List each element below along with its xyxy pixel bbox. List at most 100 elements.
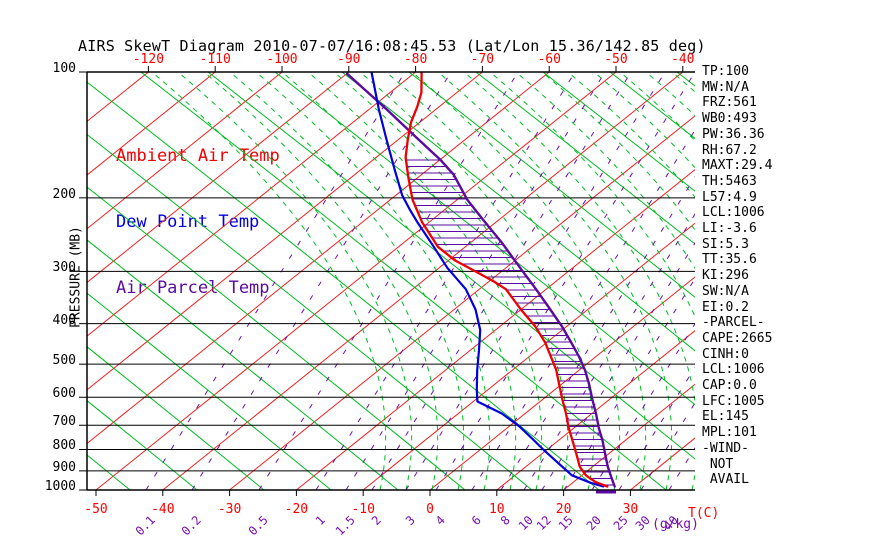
stat-line: KI:296 — [702, 268, 749, 284]
isotherm-line — [496, 330, 695, 490]
moist-adiabat-grid — [151, 72, 695, 490]
stat-line: LI:-3.6 — [702, 221, 757, 237]
legend-item-ambient-air-temp: Ambient Air Temp — [116, 146, 280, 166]
mixing-ratio-line — [640, 401, 695, 490]
stat-line: TT:35.6 — [702, 252, 757, 268]
pressure-tick-label: 1000 — [44, 479, 76, 494]
dry-adiabat-line — [87, 81, 600, 490]
mixing-ratio-line — [618, 366, 695, 490]
isotherm-line — [87, 72, 216, 176]
top-temp-label: -110 — [199, 52, 231, 67]
grid-layer — [0, 72, 695, 490]
pressure-tick-label: 400 — [52, 312, 76, 328]
stat-line: NOT — [702, 456, 734, 472]
stat-line: -WIND- — [702, 440, 749, 456]
isotherm-line — [162, 72, 684, 490]
dry-adiabat-line — [87, 292, 332, 490]
dry-adiabat-line — [87, 186, 466, 490]
dry-adiabat-line — [408, 72, 695, 298]
bottom-temp-label: -50 — [84, 502, 108, 517]
moist-adiabat-line — [203, 72, 439, 490]
stat-line: SI:5.3 — [702, 236, 749, 252]
bottom-temp-label: 10 — [488, 502, 505, 517]
stat-line: EI:0.2 — [702, 299, 749, 315]
top-temp-label: -90 — [337, 52, 361, 67]
top-temp-label: -40 — [671, 52, 695, 67]
dry-adiabat-line — [341, 72, 695, 352]
mixratio-unit-label: (g/kg) — [652, 517, 699, 532]
temp-unit-label: T(C) — [688, 506, 720, 521]
moist-adiabat-line — [151, 72, 387, 490]
stats-panel: TP:100 MW:N/A FRZ:561 WB0:493 PW:36.36 RH:67.… — [702, 64, 772, 488]
stat-line: LCL:1006 — [702, 362, 765, 378]
mixing-ratio-grid — [145, 72, 695, 490]
mixing-ratio-line — [371, 72, 632, 490]
bottom-temp-label: -10 — [351, 502, 375, 517]
mixing-ratio-line — [405, 72, 666, 490]
pressure-tick-label: 700 — [52, 414, 76, 430]
mixing-ratio-line — [591, 322, 695, 490]
stat-line: CINH:0 — [702, 346, 749, 362]
cape-hatch — [406, 159, 615, 486]
isotherm-line — [296, 168, 695, 490]
isotherm-line — [87, 72, 550, 445]
mixing-ratio-line — [191, 72, 452, 490]
pressure-tick-label: 800 — [52, 438, 76, 454]
dry-adiabat-line — [87, 133, 533, 490]
dry-adiabat-line — [207, 72, 695, 460]
pressure-tick-label: 900 — [52, 459, 76, 475]
pressure-tick-label: 500 — [52, 353, 76, 369]
isotherm-line — [87, 72, 483, 391]
dry-adiabat-line — [609, 72, 695, 140]
pressure-tick-label: 100 — [52, 61, 76, 76]
mixing-ratio-line — [315, 72, 576, 490]
stat-line: SW:N/A — [702, 283, 749, 299]
isotherm-line — [95, 72, 617, 490]
stat-line: RH:67.2 — [702, 142, 757, 158]
top-temp-label: -50 — [604, 52, 628, 67]
moist-adiabat-line — [177, 72, 413, 490]
chart-title: AIRS SkewT Diagram 2010-07-07/16:08:45.5… — [78, 37, 706, 55]
mixing-ratio-line — [145, 72, 406, 490]
moist-adiabat-line — [463, 72, 695, 490]
pressure-tick-label: 600 — [52, 386, 76, 402]
mixing-ratio-line — [345, 72, 606, 490]
stat-line: PW:36.36 — [702, 126, 765, 142]
bottom-temp-label: -20 — [284, 502, 309, 517]
stat-line: LFC:1005 — [702, 393, 765, 409]
ambient-air-temp-curve — [404, 72, 609, 488]
dew-point-temp-curve — [370, 72, 605, 488]
dry-adiabat-line — [87, 239, 399, 490]
moist-adiabat-line — [307, 72, 543, 490]
tick-marks — [79, 66, 684, 496]
pressure-tick-label: 300 — [52, 260, 76, 276]
mixing-ratio-line — [435, 72, 695, 490]
mixing-ratio-line — [258, 72, 519, 490]
stat-line: WB0:493 — [702, 111, 757, 127]
mixing-ratio-line — [500, 175, 695, 490]
stat-line: MAXT:29.4 — [702, 158, 773, 174]
bottom-temp-label: -30 — [217, 502, 242, 517]
moist-adiabat-line — [411, 72, 647, 490]
stat-line: FRZ:561 — [702, 95, 757, 111]
stat-line: MW:N/A — [702, 79, 749, 95]
dry-adiabat-line — [475, 72, 695, 245]
moist-adiabat-line — [385, 72, 621, 490]
air-parcel-temp-curve — [346, 72, 616, 488]
mixing-ratio-line — [471, 129, 695, 490]
stat-line: CAPE:2665 — [702, 330, 773, 346]
isotherm-line — [362, 222, 695, 490]
axes — [86, 71, 695, 491]
dry-adiabat-line — [274, 72, 695, 406]
dry-adiabat-line — [87, 400, 198, 490]
stat-line: EL:145 — [702, 409, 749, 425]
top-temp-label: -100 — [266, 52, 298, 67]
isotherm-line — [0, 72, 15, 490]
isotherm-line — [429, 276, 695, 490]
moist-adiabat-line — [359, 72, 595, 490]
top-temp-label: -60 — [537, 52, 561, 67]
bottom-temp-label: 30 — [622, 502, 639, 517]
moist-adiabat-line — [281, 72, 517, 490]
